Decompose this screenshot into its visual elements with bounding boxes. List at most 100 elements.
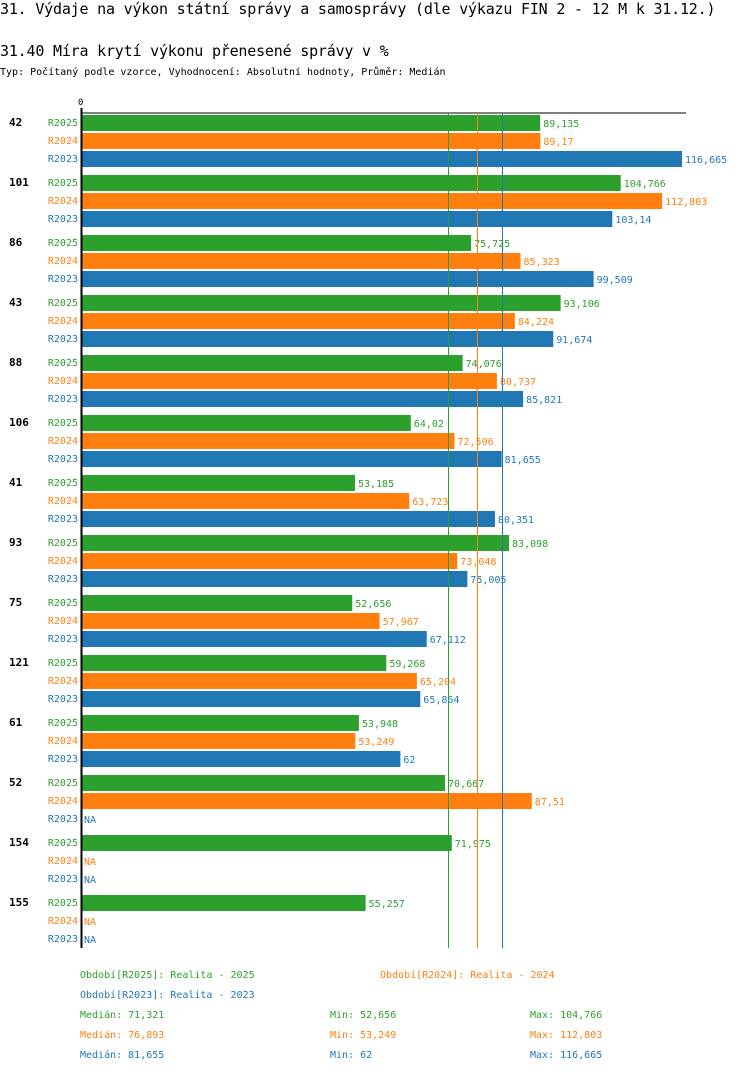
series-label-r2023: R2023: [48, 274, 78, 285]
value-label-r2023: 99,509: [597, 275, 633, 286]
series-label-r2024: R2024: [48, 796, 78, 807]
value-label-r2023: 67,112: [430, 635, 466, 646]
bar-r2025: [82, 535, 510, 551]
value-label-r2023: 80,351: [498, 515, 534, 526]
value-label-r2024: 89,17: [543, 137, 573, 148]
value-label-r2025: 59,268: [389, 659, 425, 670]
value-label-r2024: 65,204: [420, 677, 456, 688]
series-label-r2024: R2024: [48, 196, 78, 207]
series-label-r2025: R2025: [48, 418, 78, 429]
bar-r2023: [82, 211, 613, 227]
series-label-r2023: R2023: [48, 154, 78, 165]
series-label-r2023: R2023: [48, 634, 78, 645]
value-label-r2024: 85,323: [524, 257, 560, 268]
bar-r2024: [82, 673, 417, 689]
chart-title: 31.40 Míra krytí výkonu přenesené správy…: [0, 42, 389, 60]
bar-r2025: [82, 895, 366, 911]
bar-r2023: [82, 151, 682, 167]
x-tick-label: 0: [78, 98, 83, 108]
series-label-r2023: R2023: [48, 754, 78, 765]
series-label-r2025: R2025: [48, 478, 78, 489]
value-label-r2024: 84,224: [518, 317, 554, 328]
category-label: 155: [9, 896, 29, 909]
value-label-r2023: 65,864: [423, 695, 459, 706]
bar-r2023: [82, 631, 427, 647]
value-label-r2024: 80,737: [500, 377, 536, 388]
value-label-r2024: 73,048: [460, 557, 496, 568]
value-label-r2025: 70,667: [448, 779, 484, 790]
value-label-r2025: 75,725: [474, 239, 510, 250]
category-label: 154: [9, 836, 29, 849]
category-label: 88: [9, 356, 22, 369]
value-label-r2024: 112,803: [665, 197, 707, 208]
series-label-r2024: R2024: [48, 496, 78, 507]
value-label-r2025: 64,02: [414, 419, 444, 430]
value-label-r2023: 116,665: [685, 155, 727, 166]
bar-r2025: [82, 655, 387, 671]
series-label-r2025: R2025: [48, 658, 78, 669]
value-label-r2023: 62: [403, 755, 415, 766]
series-label-r2024: R2024: [48, 436, 78, 447]
value-label-r2025: 83,098: [512, 539, 548, 550]
series-label-r2023: R2023: [48, 574, 78, 585]
series-label-r2025: R2025: [48, 838, 78, 849]
bar-r2025: [82, 475, 355, 491]
category-label: 61: [9, 716, 23, 729]
series-label-r2025: R2025: [48, 178, 78, 189]
series-label-r2025: R2025: [48, 118, 78, 129]
category-label: 52: [9, 776, 22, 789]
bar-r2024: [82, 373, 497, 389]
series-label-r2023: R2023: [48, 334, 78, 345]
series-label-r2025: R2025: [48, 598, 78, 609]
bar-r2025: [82, 715, 359, 731]
stat-max-r2024: Max: 112,803: [530, 1030, 603, 1041]
category-label: 75: [9, 596, 22, 609]
value-label-r2025: 52,656: [355, 599, 391, 610]
series-label-r2023: R2023: [48, 874, 78, 885]
value-label-r2025: 53,185: [358, 479, 394, 490]
series-label-r2024: R2024: [48, 616, 78, 627]
series-label-r2024: R2024: [48, 916, 78, 927]
value-label-r2025: 89,135: [543, 119, 579, 130]
bar-r2024: [82, 553, 458, 569]
legend-entry-r2024: Období[R2024]: Realita - 2024: [380, 970, 555, 981]
bar-r2024: [82, 313, 515, 329]
chart-meta: Typ: Počítaný podle vzorce, Vyhodnocení:…: [0, 67, 446, 78]
bar-r2024: [82, 493, 410, 509]
bar-r2023: [82, 331, 554, 347]
bar-r2023: [82, 271, 594, 287]
bar-r2025: [82, 835, 452, 851]
bar-r2025: [82, 175, 621, 191]
value-label-r2024: 63,723: [412, 497, 448, 508]
bar-r2024: [82, 433, 455, 449]
series-label-r2024: R2024: [48, 256, 78, 267]
series-label-r2024: R2024: [48, 376, 78, 387]
bar-r2024: [82, 733, 356, 749]
value-label-r2025: 71,975: [455, 839, 491, 850]
stat-median-r2023: Medián: 81,655: [80, 1050, 165, 1061]
bar-r2024: [82, 613, 380, 629]
series-label-r2024: R2024: [48, 856, 78, 867]
category-label: 121: [9, 656, 29, 669]
category-label: 86: [9, 236, 23, 249]
value-label-r2024: 72,506: [458, 437, 494, 448]
value-label-r2023: 85,821: [526, 395, 562, 406]
value-label-r2025: 53,948: [362, 719, 398, 730]
bar-r2025: [82, 595, 353, 611]
series-label-r2025: R2025: [48, 238, 78, 249]
stat-min-r2025: Min: 52,656: [330, 1010, 397, 1021]
bar-r2024: [82, 793, 532, 809]
series-label-r2023: R2023: [48, 814, 78, 825]
stat-max-r2023: Max: 116,665: [530, 1050, 603, 1061]
stat-median-r2024: Medián: 76,893: [80, 1030, 165, 1041]
series-label-r2023: R2023: [48, 934, 78, 945]
value-label-r2023: 91,674: [556, 335, 592, 346]
series-label-r2023: R2023: [48, 514, 78, 525]
value-label-r2023: 81,655: [505, 455, 541, 466]
series-label-r2025: R2025: [48, 718, 78, 729]
bar-r2023: [82, 511, 495, 527]
series-label-r2024: R2024: [48, 316, 78, 327]
stat-median-r2025: Medián: 71,321: [80, 1010, 165, 1021]
na-label-r2024: NA: [84, 917, 96, 928]
value-label-r2023: 103,14: [615, 215, 651, 226]
